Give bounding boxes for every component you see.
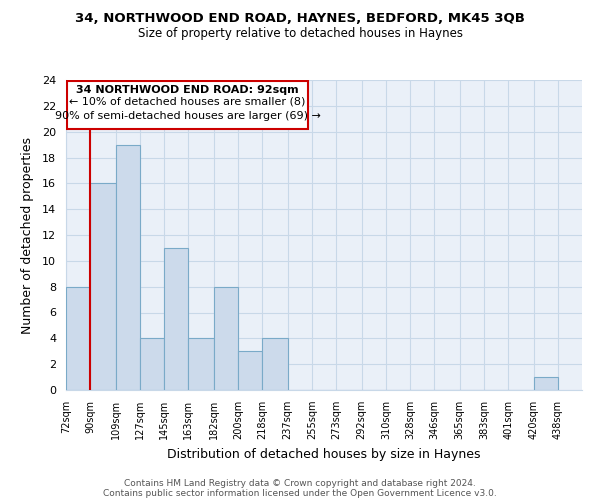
Bar: [140, 338, 164, 390]
Text: Size of property relative to detached houses in Haynes: Size of property relative to detached ho…: [137, 28, 463, 40]
X-axis label: Distribution of detached houses by size in Haynes: Distribution of detached houses by size …: [167, 448, 481, 460]
Text: ← 10% of detached houses are smaller (8): ← 10% of detached houses are smaller (8): [70, 97, 306, 107]
Text: Contains HM Land Registry data © Crown copyright and database right 2024.: Contains HM Land Registry data © Crown c…: [124, 478, 476, 488]
Bar: [214, 286, 238, 390]
Text: Contains public sector information licensed under the Open Government Licence v3: Contains public sector information licen…: [103, 488, 497, 498]
Bar: [262, 338, 288, 390]
Bar: [66, 286, 90, 390]
FancyBboxPatch shape: [67, 82, 308, 129]
Bar: [116, 144, 140, 390]
Text: 34 NORTHWOOD END ROAD: 92sqm: 34 NORTHWOOD END ROAD: 92sqm: [76, 86, 299, 96]
Y-axis label: Number of detached properties: Number of detached properties: [20, 136, 34, 334]
Text: 34, NORTHWOOD END ROAD, HAYNES, BEDFORD, MK45 3QB: 34, NORTHWOOD END ROAD, HAYNES, BEDFORD,…: [75, 12, 525, 26]
Bar: [238, 351, 262, 390]
Bar: [533, 377, 558, 390]
Text: 90% of semi-detached houses are larger (69) →: 90% of semi-detached houses are larger (…: [55, 111, 320, 121]
Bar: [188, 338, 214, 390]
Bar: [164, 248, 188, 390]
Bar: [90, 184, 116, 390]
